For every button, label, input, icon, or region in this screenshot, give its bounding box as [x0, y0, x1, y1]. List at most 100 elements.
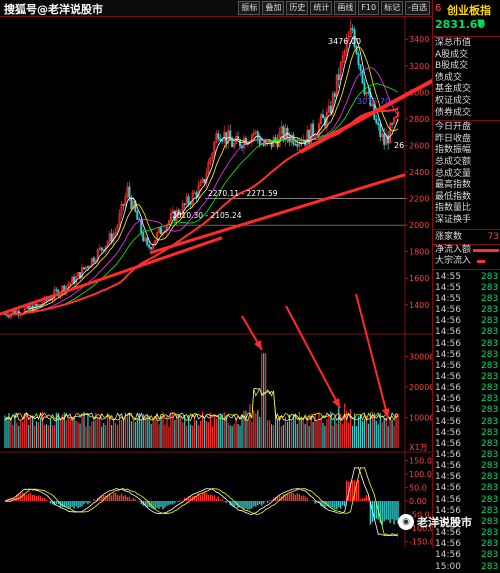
- index-name[interactable]: 创业板指: [447, 4, 491, 17]
- quote-field-label: 最高指数: [435, 180, 472, 191]
- tick-time: 14:56: [435, 472, 461, 483]
- price-tick-label: 2400: [409, 168, 429, 177]
- candle-body: [84, 266, 87, 270]
- candle-body: [108, 233, 111, 243]
- tick-price: 283: [481, 494, 499, 505]
- quote-field-label: 深证换手: [435, 215, 472, 225]
- candle-body: [96, 249, 99, 262]
- tick-time: 14:56: [435, 316, 461, 327]
- index-price: 2831.60: [435, 18, 486, 31]
- candle-body: [223, 132, 226, 142]
- candle-body: [98, 247, 101, 251]
- toolbar-button-5[interactable]: F10: [358, 1, 380, 15]
- toolbar-button-0[interactable]: 振标: [238, 1, 261, 15]
- candle-body: [294, 143, 297, 146]
- candle-body: [118, 213, 121, 227]
- moving-average-line: [4, 67, 399, 317]
- toolbar-button-3[interactable]: 统计: [310, 1, 333, 15]
- candle-body: [82, 267, 85, 270]
- tick-price: 283: [481, 394, 499, 405]
- macd-tick-label: -150.0: [409, 537, 432, 546]
- candle-body: [128, 186, 131, 198]
- flow-bar: [473, 248, 499, 252]
- price-tick-label: 3400: [409, 35, 429, 44]
- macd-tick-label: 0.00: [409, 497, 427, 506]
- toolbar-button-2[interactable]: 历史: [286, 1, 309, 15]
- candle-body: [211, 153, 214, 159]
- toolbar-button-6[interactable]: 标记: [381, 1, 404, 15]
- quote-field-label: 深总市值: [435, 38, 472, 48]
- tick-time: 14:56: [435, 450, 461, 460]
- tick-time: 14:56: [435, 383, 461, 394]
- tick-time: 14:56: [435, 427, 461, 438]
- candle-body: [333, 93, 336, 97]
- quote-field-label: 债券成交: [435, 107, 472, 118]
- tick-time: 14:56: [435, 539, 461, 550]
- volume-tick-label: 10000: [409, 413, 432, 422]
- tick-price: 283: [481, 327, 499, 338]
- candle-body: [262, 143, 265, 146]
- candle-body: [197, 185, 200, 198]
- candle-body: [207, 162, 210, 175]
- macd-line: [5, 467, 399, 536]
- tick-time: 14:56: [435, 494, 461, 505]
- candle-body: [191, 192, 194, 205]
- toolbar-button-4[interactable]: 画线: [334, 1, 357, 15]
- candle-body: [110, 233, 113, 242]
- quote-field-label: 债成交: [435, 72, 463, 83]
- candle-body: [47, 298, 50, 301]
- window-title: 搜狐号@老洋说股市: [4, 3, 103, 16]
- candle-body: [90, 257, 93, 267]
- tick-price: 283: [481, 516, 499, 527]
- divider: [433, 228, 500, 230]
- candle-body: [274, 137, 277, 141]
- tick-time: 14:56: [435, 360, 461, 371]
- tick-price: 283: [481, 539, 499, 550]
- candle-body: [140, 219, 143, 234]
- tick-price: 283: [481, 438, 499, 449]
- candle-body: [69, 282, 72, 285]
- flow-bar: [477, 260, 485, 264]
- candle-body: [142, 232, 145, 242]
- macd-line: [4, 467, 399, 537]
- toolbar-button-7[interactable]: -自选: [405, 1, 430, 15]
- arrow-icon: [285, 305, 341, 409]
- candle-body: [136, 211, 139, 220]
- wechat-icon: ◉: [398, 514, 414, 530]
- price-tick-label: 2200: [409, 195, 429, 204]
- candle-body: [229, 130, 232, 141]
- moving-average-line: [4, 83, 399, 317]
- ma-label: 3075.70: [357, 97, 390, 106]
- arrow-head-icon: [381, 408, 390, 418]
- volume-tick-label: 30000: [409, 352, 432, 361]
- candle-body: [171, 210, 174, 214]
- candle-body: [306, 130, 309, 146]
- candle-body: [152, 243, 155, 250]
- toolbar-button-1[interactable]: 叠加: [262, 1, 285, 15]
- candle-body: [71, 276, 74, 284]
- candle-body: [308, 130, 311, 144]
- tick-price: 283: [481, 405, 499, 416]
- quote-field-label: 指数量比: [435, 203, 472, 214]
- title-bar: 搜狐号@老洋说股市 振标 叠加 历史 统计 画线 F10 标记 -自选: [0, 0, 432, 17]
- down-arrow-icon: ▼: [477, 18, 485, 29]
- divider: [433, 243, 500, 245]
- tick-price: 283: [481, 349, 499, 360]
- candle-body: [300, 141, 303, 144]
- tick-time: 14:56: [435, 405, 461, 416]
- macd-tick-label: 50.0: [409, 484, 427, 493]
- range-label: 2270.11 - 2271.59: [208, 189, 278, 198]
- candle-body: [258, 137, 261, 145]
- candle-body: [209, 157, 212, 163]
- candle-body: [349, 28, 352, 37]
- toolbar: 振标 叠加 历史 统计 画线 F10 标记 -自选: [238, 1, 430, 15]
- quote-field-label: 今日开盘: [435, 122, 472, 133]
- candle-body: [177, 209, 180, 215]
- tick-price: 283: [481, 360, 499, 371]
- candle-body: [122, 204, 125, 206]
- candle-body: [158, 227, 161, 233]
- candle-body: [367, 91, 370, 94]
- candle-body: [189, 203, 192, 205]
- tick-time: 14:56: [435, 327, 461, 338]
- price-tick-label: 1800: [409, 248, 429, 257]
